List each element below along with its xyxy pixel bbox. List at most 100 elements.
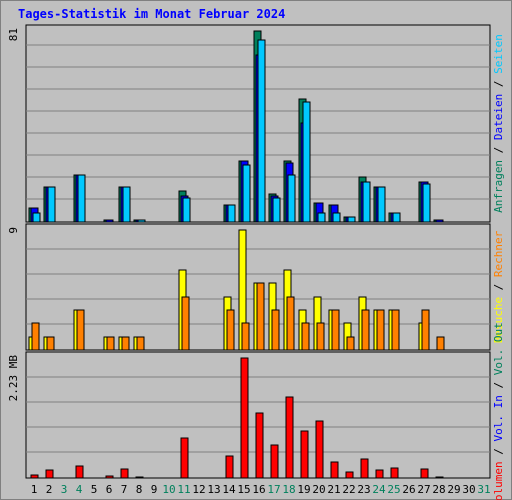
bar-seiten bbox=[347, 216, 356, 223]
x-tick-label: 17 bbox=[267, 483, 280, 496]
bar-seiten bbox=[47, 186, 56, 223]
x-tick-label: 13 bbox=[207, 483, 220, 496]
bar-rechner bbox=[121, 336, 130, 351]
x-tick-label: 20 bbox=[312, 483, 325, 496]
x-tick-label: 16 bbox=[252, 483, 265, 496]
bar-seiten bbox=[287, 174, 296, 223]
legend-item: Dateien bbox=[492, 94, 505, 140]
bar-rechner bbox=[226, 309, 235, 351]
x-tick-label: 1 bbox=[31, 483, 38, 496]
bar-volumen bbox=[120, 468, 129, 479]
bar-volumen bbox=[255, 412, 264, 479]
legend-item: Vol. Out bbox=[492, 322, 505, 375]
bar-volumen bbox=[225, 455, 234, 479]
x-tick-label: 5 bbox=[91, 483, 98, 496]
bar-seiten bbox=[242, 164, 251, 223]
bar-volumen bbox=[390, 467, 399, 479]
x-tick-label: 4 bbox=[76, 483, 83, 496]
bar-volumen bbox=[270, 444, 279, 479]
bar-dateien bbox=[105, 219, 114, 223]
bar-rechner bbox=[106, 336, 115, 351]
x-tick-label: 19 bbox=[297, 483, 310, 496]
bar-seiten bbox=[317, 212, 326, 223]
bar-seiten bbox=[422, 183, 431, 223]
bar-rechner bbox=[346, 336, 355, 351]
legend-item: Rechner bbox=[492, 230, 505, 277]
bar-volumen bbox=[135, 476, 144, 479]
legend-item: Vol. In bbox=[492, 395, 505, 441]
bar-seiten bbox=[32, 212, 41, 223]
x-tick-label: 8 bbox=[136, 483, 143, 496]
bar-rechner bbox=[286, 296, 295, 351]
bar-rechner bbox=[241, 322, 250, 351]
bar-seiten bbox=[137, 219, 146, 223]
x-tick-label: 29 bbox=[447, 483, 460, 496]
x-tick-label: 12 bbox=[192, 483, 205, 496]
legend-item: Besuche bbox=[492, 297, 505, 343]
bar-rechner bbox=[316, 322, 325, 351]
x-tick-label: 28 bbox=[432, 483, 445, 496]
x-tick-label: 10 bbox=[162, 483, 175, 496]
bar-volumen bbox=[75, 465, 84, 479]
bar-volumen bbox=[30, 474, 39, 479]
x-tick-label: 2 bbox=[46, 483, 53, 496]
bar-volumen bbox=[315, 420, 324, 479]
bar-seiten bbox=[272, 197, 281, 223]
x-tick-label: 27 bbox=[417, 483, 430, 496]
bar-rechner bbox=[421, 309, 430, 351]
y-max-label-middle: 9 bbox=[7, 227, 20, 234]
bar-seiten bbox=[122, 186, 131, 223]
x-tick-label: 31 bbox=[477, 483, 490, 496]
legend-item: Volumen bbox=[492, 461, 505, 500]
bar-volumen bbox=[180, 437, 189, 479]
bar-volumen bbox=[240, 357, 249, 479]
x-tick-label: 3 bbox=[61, 483, 68, 496]
y-max-label-top: 81 bbox=[7, 28, 20, 41]
bar-volumen bbox=[375, 469, 384, 479]
y-max-label-bottom: 2.23 MB bbox=[7, 355, 20, 402]
x-tick-label: 24 bbox=[372, 483, 386, 496]
bar-rechner bbox=[256, 282, 265, 351]
bar-volumen bbox=[285, 396, 294, 479]
bar-rechner bbox=[76, 309, 85, 351]
bar-volumen bbox=[300, 430, 309, 479]
bar-dateien bbox=[435, 219, 444, 223]
bar-rechner bbox=[271, 309, 280, 351]
bar-volumen bbox=[420, 468, 429, 479]
x-tick-label: 21 bbox=[327, 483, 340, 496]
x-tick-label: 18 bbox=[282, 483, 295, 496]
bar-seiten bbox=[257, 39, 266, 223]
x-tick-label: 25 bbox=[387, 483, 400, 496]
x-tick-label: 15 bbox=[237, 483, 250, 496]
bar-rechner bbox=[361, 309, 370, 351]
bar-volumen bbox=[345, 471, 354, 479]
legend-item: Seiten bbox=[492, 34, 505, 74]
bar-seiten bbox=[77, 174, 86, 223]
x-tick-label: 6 bbox=[106, 483, 113, 496]
x-tick-label: 26 bbox=[402, 483, 415, 496]
bar-seiten bbox=[377, 186, 386, 223]
bar-rechner bbox=[181, 296, 190, 351]
bar-rechner bbox=[46, 336, 55, 351]
x-tick-label: 22 bbox=[342, 483, 355, 496]
x-tick-label: 23 bbox=[357, 483, 370, 496]
bar-volumen bbox=[435, 476, 444, 479]
bar-seiten bbox=[332, 212, 341, 223]
bar-rechner bbox=[301, 322, 310, 351]
x-tick-label: 9 bbox=[151, 483, 158, 496]
legend-top: Anfragen / Dateien / Seiten bbox=[492, 34, 505, 213]
legend-bottom: Volumen / Vol. In / Vol. Out bbox=[492, 322, 505, 500]
bar-rechner bbox=[391, 309, 400, 351]
x-tick-label: 11 bbox=[177, 483, 190, 496]
bar-volumen bbox=[105, 475, 114, 479]
x-tick-label: 30 bbox=[462, 483, 475, 496]
bar-volumen bbox=[330, 461, 339, 479]
bar-seiten bbox=[227, 204, 236, 223]
bar-rechner bbox=[31, 322, 40, 351]
chart-title: Tages-Statistik im Monat Februar 2024 bbox=[18, 7, 286, 21]
bar-rechner bbox=[436, 336, 445, 351]
bar-seiten bbox=[392, 212, 401, 223]
bar-rechner bbox=[376, 309, 385, 351]
bar-rechner bbox=[331, 309, 340, 351]
